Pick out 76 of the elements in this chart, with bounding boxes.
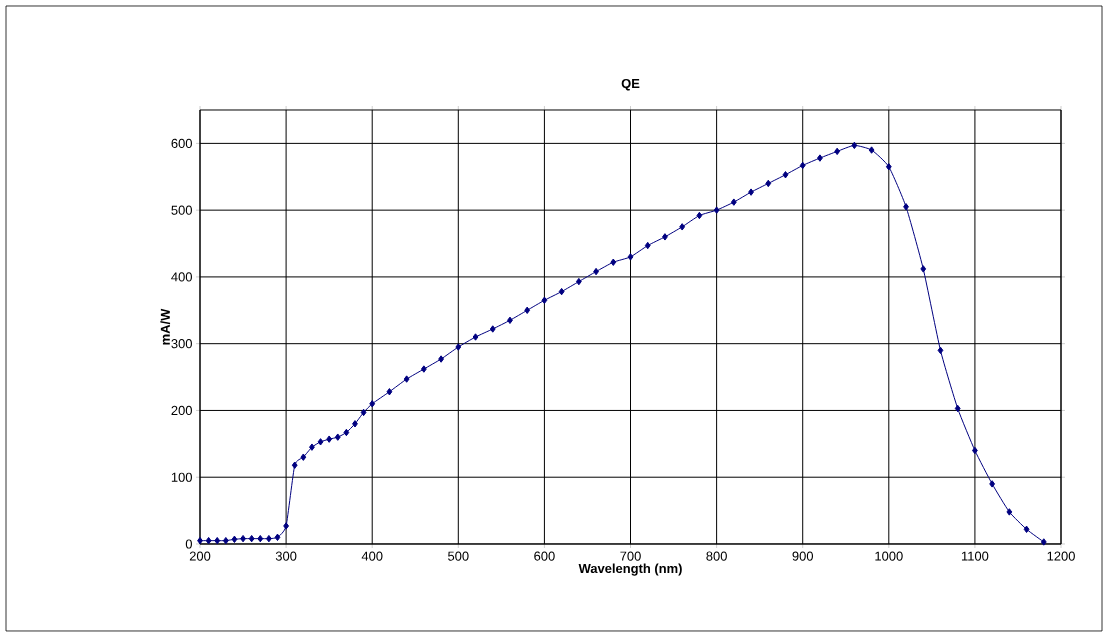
x-tick-label: 600 [534, 551, 555, 561]
y-axis-title: mA/W [160, 308, 171, 345]
x-tick-label: 500 [448, 551, 469, 561]
point [782, 171, 789, 179]
point [360, 408, 367, 417]
point [403, 375, 410, 383]
point [438, 355, 444, 363]
point [851, 141, 858, 150]
point [472, 333, 479, 341]
x-tick-label: 1000 [875, 551, 903, 561]
point [885, 163, 892, 171]
point [679, 223, 686, 231]
point [575, 277, 582, 286]
point [420, 365, 427, 373]
point [326, 435, 333, 443]
point [291, 461, 298, 469]
point [713, 206, 720, 214]
point [309, 443, 315, 451]
point [317, 438, 324, 446]
point [558, 287, 565, 296]
point [730, 198, 737, 206]
point [937, 346, 944, 355]
y-tick-label: 600 [171, 138, 192, 148]
point [283, 522, 290, 530]
point [868, 146, 875, 154]
point [799, 161, 806, 170]
chart-title: QE [621, 78, 640, 91]
point [920, 265, 927, 273]
point [205, 536, 212, 545]
y-tick-label: 300 [171, 339, 192, 349]
point [748, 188, 754, 196]
x-tick-label: 1100 [961, 551, 989, 561]
point [248, 534, 255, 543]
point [231, 535, 238, 544]
x-axis-title: Wavelength (nm) [578, 563, 682, 576]
x-tick-label: 1200 [1047, 551, 1075, 561]
point [1040, 538, 1047, 546]
x-tick-label: 800 [706, 551, 727, 561]
y-tick-label: 0 [185, 539, 192, 549]
point [954, 404, 961, 413]
x-tick-label: 400 [361, 551, 383, 561]
point [334, 433, 341, 441]
y-tick-label: 100 [171, 472, 192, 482]
x-tick-label: 700 [620, 551, 641, 561]
point [610, 258, 617, 266]
point [257, 534, 264, 543]
point [274, 533, 281, 542]
point [1023, 525, 1030, 533]
point [817, 154, 823, 162]
y-tick-label: 200 [171, 405, 192, 416]
x-tick-label: 300 [275, 551, 297, 561]
point [265, 534, 272, 543]
x-tick-label: 200 [189, 551, 211, 561]
point [489, 325, 496, 333]
point [627, 253, 634, 261]
point [1006, 508, 1013, 516]
point [214, 536, 221, 545]
point [222, 536, 229, 545]
point [541, 296, 548, 304]
point [989, 480, 996, 488]
y-tick-label: 500 [171, 205, 192, 215]
x-tick-label: 900 [792, 551, 814, 561]
point [524, 306, 531, 314]
point [644, 241, 651, 250]
point [300, 453, 307, 461]
point [834, 147, 841, 156]
y-tick-label: 400 [171, 272, 192, 282]
point [903, 203, 909, 211]
point [343, 428, 350, 437]
point [352, 420, 358, 428]
point [369, 400, 376, 408]
point [455, 343, 462, 351]
point [696, 211, 703, 220]
point [386, 388, 393, 396]
point [765, 179, 772, 188]
point [662, 233, 668, 241]
